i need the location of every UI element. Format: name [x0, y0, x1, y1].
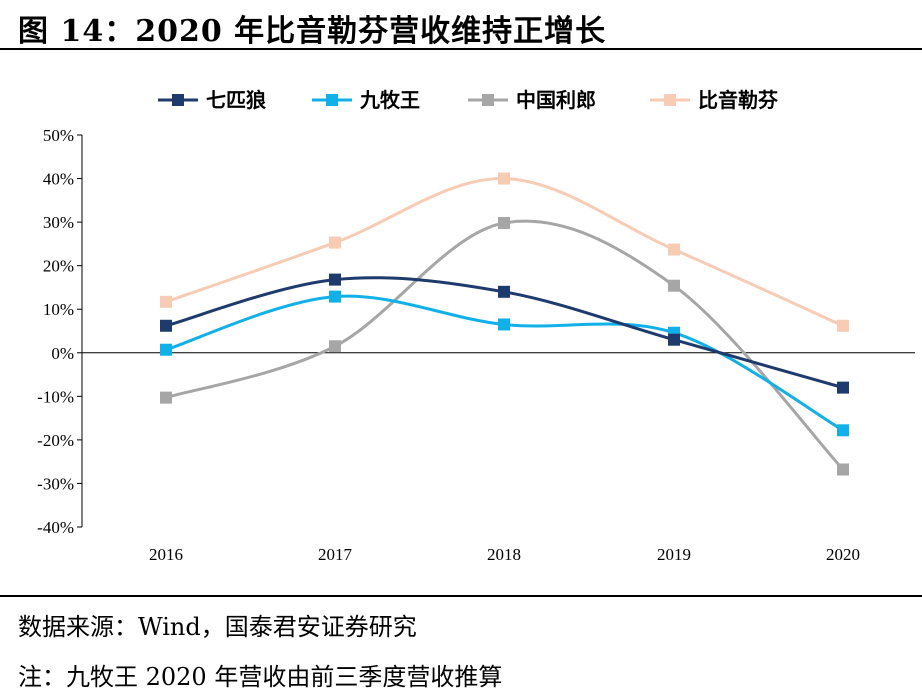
data-point-marker [160, 343, 172, 356]
legend-label: 比音勒芬 [698, 88, 779, 112]
legend-marker [326, 94, 338, 106]
series-line [165, 294, 844, 432]
x-tick-label: 2016 [149, 545, 183, 564]
data-point-marker [668, 279, 680, 292]
data-point-marker [668, 243, 680, 256]
y-tick-label: 20% [43, 257, 74, 276]
data-point-marker [837, 381, 849, 394]
x-tick-label: 2019 [657, 545, 691, 564]
chart-legend: 七匹狼 九牧王 中国利郎 比音勒芬 [158, 88, 779, 112]
series-1 [160, 273, 849, 394]
data-point-marker [329, 340, 341, 353]
data-point-marker [837, 319, 849, 332]
series-line [165, 219, 845, 471]
series-4 [160, 172, 849, 332]
x-tick-label: 2017 [318, 545, 353, 564]
y-tick-label: -30% [37, 474, 74, 493]
y-tick-label: 0% [51, 344, 74, 363]
bottom-rule [0, 595, 922, 597]
legend-marker [664, 94, 676, 106]
y-tick-label: -40% [37, 518, 74, 537]
x-tick-label: 2020 [826, 545, 860, 564]
legend-label: 九牧王 [359, 88, 420, 112]
legend-item: 比音勒芬 [650, 88, 779, 112]
data-point-marker [837, 424, 849, 437]
data-point-marker [498, 216, 510, 229]
legend-marker [482, 94, 494, 106]
series-3 [160, 216, 849, 476]
top-rule [0, 48, 922, 50]
data-point-marker [668, 333, 680, 346]
data-point-marker [498, 172, 510, 185]
legend-item: 中国利郎 [468, 88, 596, 112]
line-chart: 七匹狼 九牧王 中国利郎 比音勒芬 -40% -30% -20% -10% 0% 10% 20% 3… [37, 88, 915, 564]
data-point-marker [329, 236, 341, 249]
y-tick-label: 30% [43, 213, 74, 232]
remark-note: 注：九牧王 2020 年营收由前三季度营收推算 [18, 663, 503, 691]
y-tick-label: -10% [37, 387, 74, 406]
legend-label: 中国利郎 [516, 88, 596, 112]
legend-item: 七匹狼 [158, 88, 267, 112]
y-tick-label: 50% [43, 126, 74, 145]
data-point-marker [160, 391, 172, 404]
legend-item: 九牧王 [312, 88, 420, 112]
data-point-marker [498, 285, 510, 298]
data-point-marker [160, 295, 172, 308]
data-point-marker [329, 290, 341, 303]
series-line [165, 177, 844, 328]
legend-marker [172, 94, 184, 106]
source-note: 数据来源：Wind，国泰君安证券研究 [18, 613, 417, 641]
figure-title: 图 14：2020 年比音勒芬营收维持正增长 [18, 14, 607, 49]
data-point-marker [837, 463, 849, 476]
data-point-marker [160, 319, 172, 332]
chart-axes: -40% -30% -20% -10% 0% 10% 20% 30% 40% 50% 2016 201… [37, 126, 915, 564]
x-tick-label: 2018 [487, 545, 521, 564]
series-2 [160, 290, 849, 437]
data-point-marker [329, 273, 341, 286]
series-layer [160, 172, 849, 476]
y-tick-label: 10% [43, 300, 74, 319]
y-tick-label: 40% [43, 170, 74, 189]
legend-label: 七匹狼 [206, 88, 267, 112]
data-point-marker [498, 318, 510, 331]
y-tick-label: -20% [37, 431, 74, 450]
